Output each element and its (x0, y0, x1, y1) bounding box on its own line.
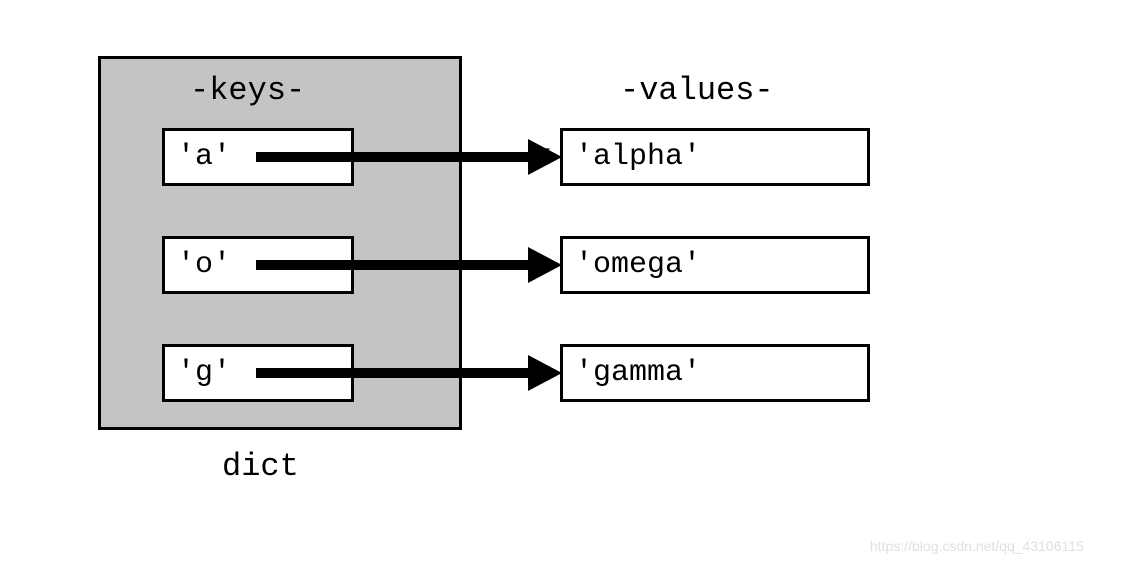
arrow-head-1 (528, 247, 562, 283)
footer-label: dict (222, 448, 299, 485)
arrow-head-2 (528, 355, 562, 391)
value-text-2: 'gamma' (575, 356, 701, 390)
arrow-line-1 (256, 260, 528, 270)
cursor-icon: ↖ (544, 140, 555, 162)
arrow-line-2 (256, 368, 528, 378)
value-box-1: 'omega' (560, 236, 870, 294)
key-text-0: 'a' (177, 140, 231, 174)
value-box-0: 'alpha' (560, 128, 870, 186)
keys-header-label: -keys- (190, 72, 305, 109)
value-text-1: 'omega' (575, 248, 701, 282)
values-header-label: -values- (620, 72, 774, 109)
key-text-2: 'g' (177, 356, 231, 390)
key-text-1: 'o' (177, 248, 231, 282)
value-text-0: 'alpha' (575, 140, 701, 174)
diagram-root: -keys- -values- 'a' 'alpha' 'o' 'omega' … (0, 0, 1126, 566)
value-box-2: 'gamma' (560, 344, 870, 402)
arrow-line-0 (256, 152, 528, 162)
watermark-text: https://blog.csdn.net/qq_43106115 (870, 538, 1084, 554)
